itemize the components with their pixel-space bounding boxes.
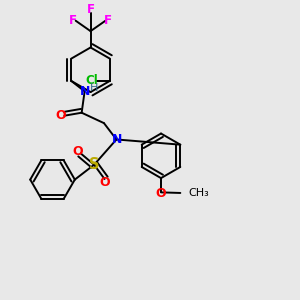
Text: O: O (100, 176, 110, 189)
Text: CH₃: CH₃ (188, 188, 209, 198)
Text: N: N (112, 133, 122, 146)
Text: N: N (80, 85, 90, 98)
Text: O: O (55, 109, 66, 122)
Text: Cl: Cl (85, 74, 98, 87)
Text: H: H (90, 83, 98, 93)
Text: F: F (69, 14, 77, 27)
Text: O: O (156, 188, 166, 200)
Text: F: F (104, 14, 112, 27)
Text: O: O (73, 145, 83, 158)
Text: F: F (87, 3, 94, 16)
Text: S: S (89, 157, 99, 172)
